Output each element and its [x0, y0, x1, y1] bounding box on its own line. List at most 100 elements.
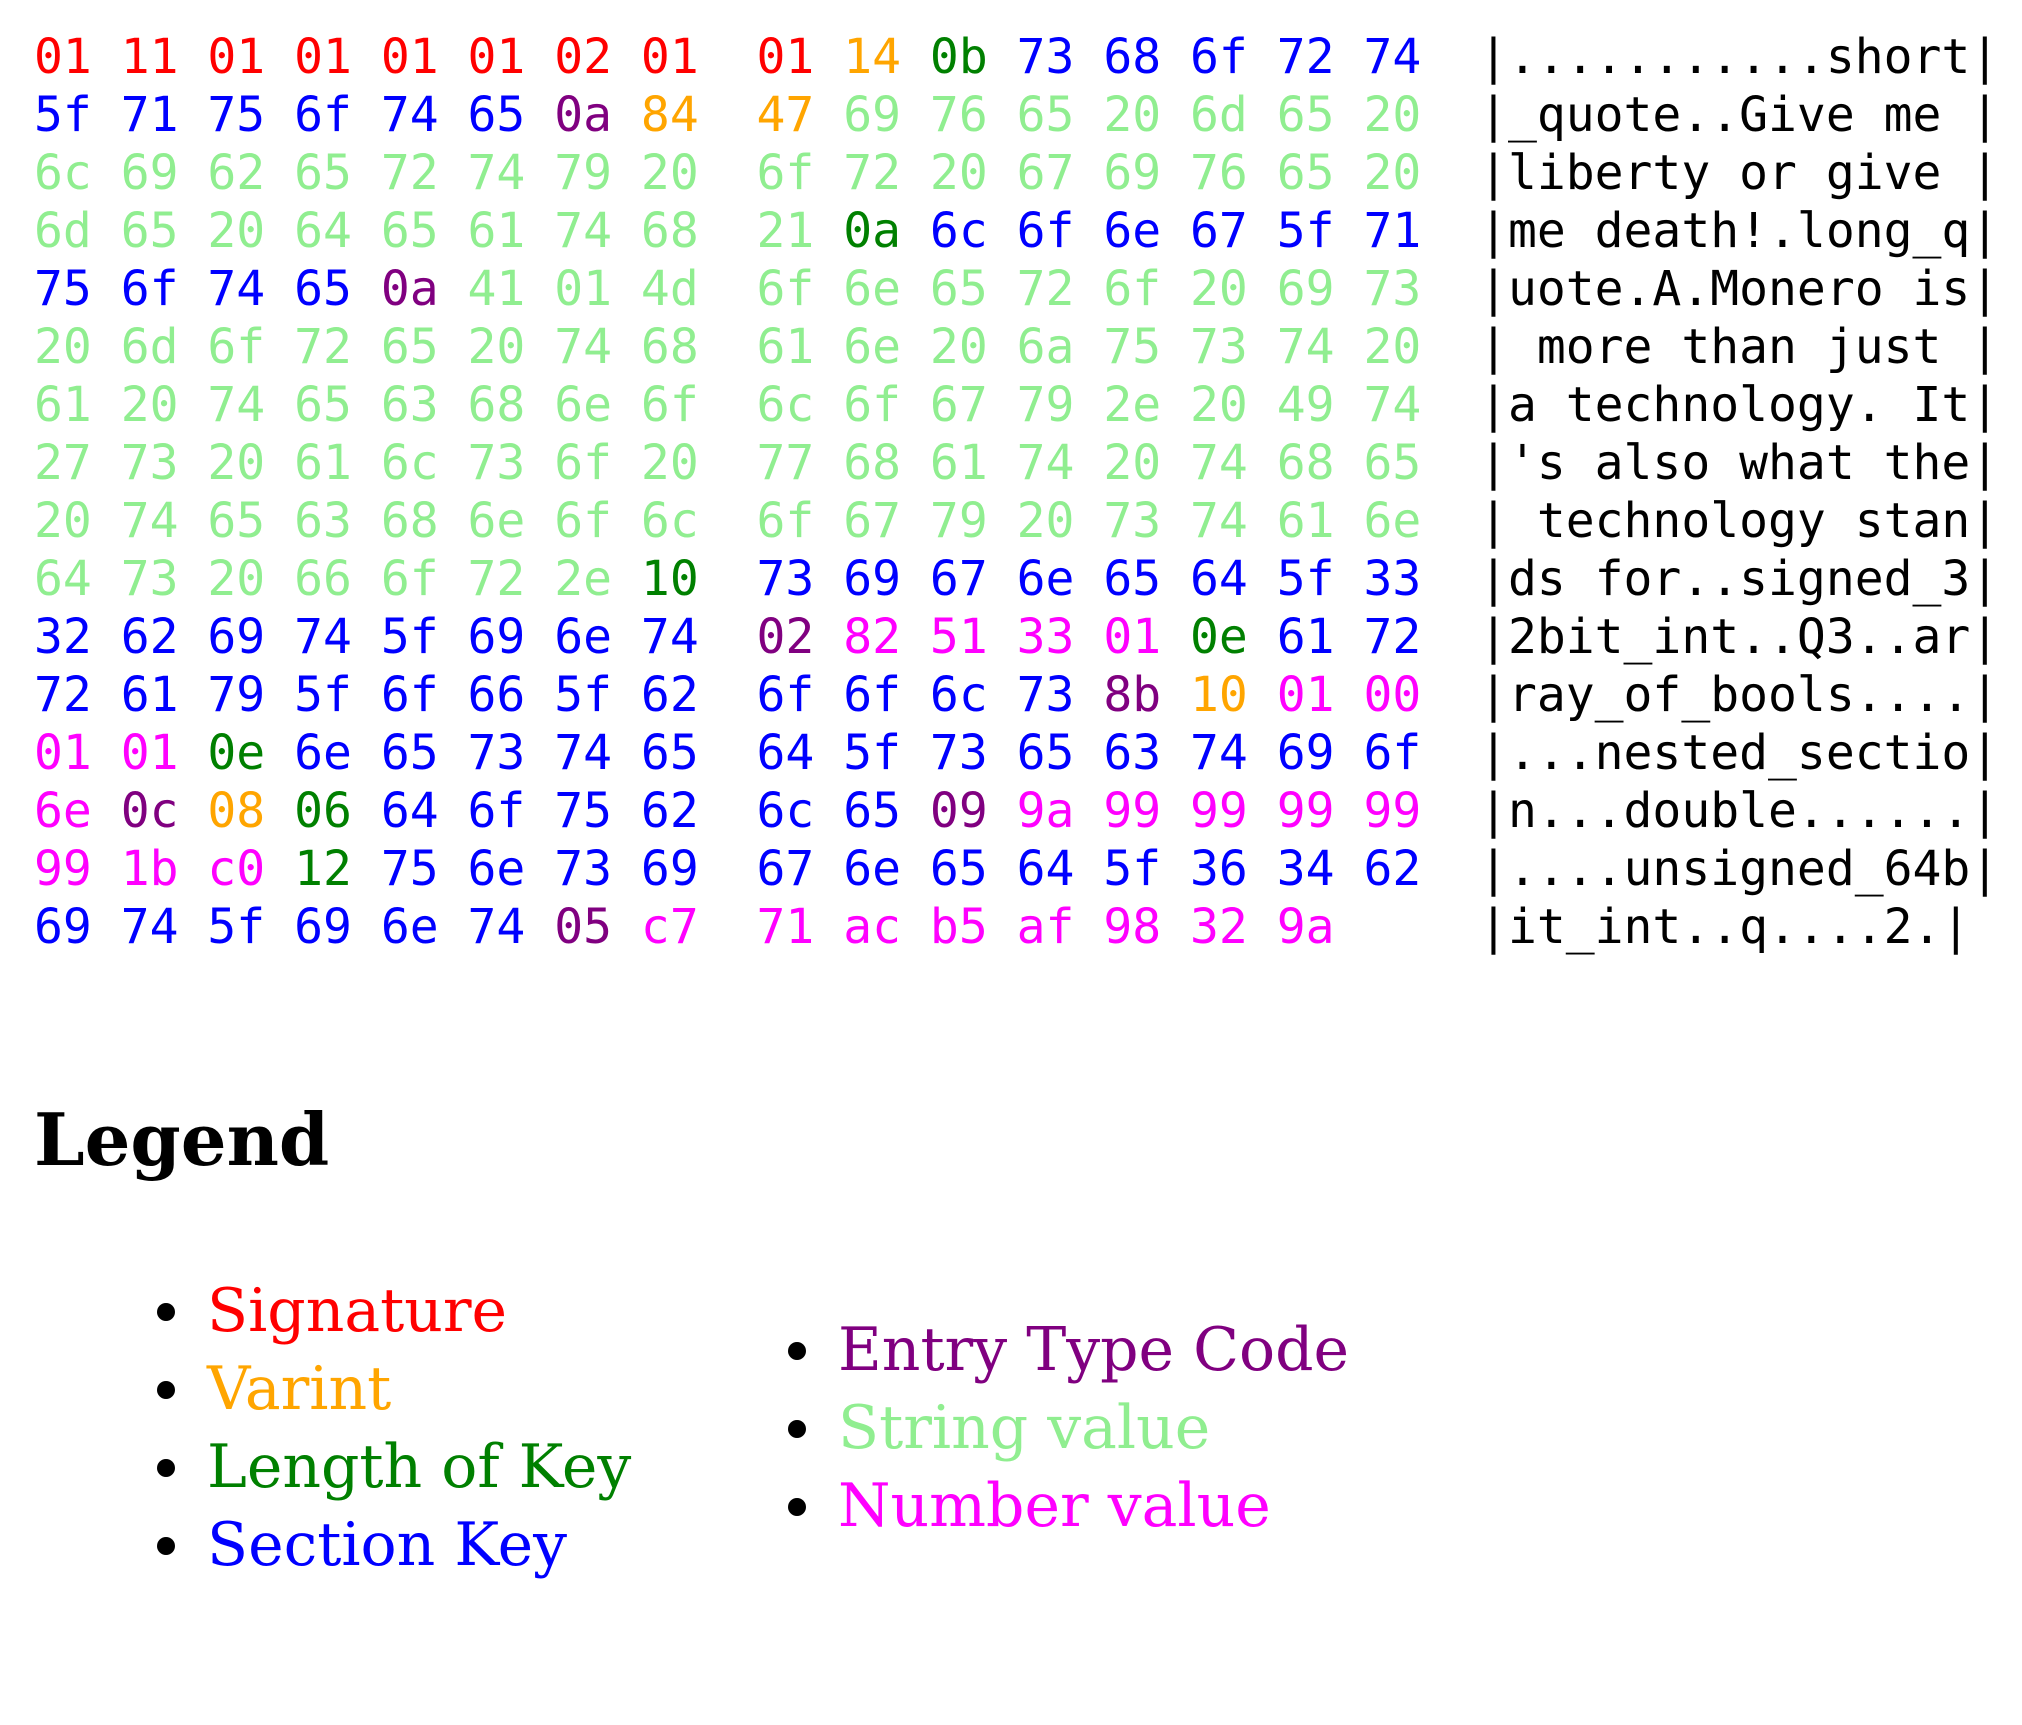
byte-string-value: 76 — [1190, 145, 1248, 201]
byte-section-key: 69 — [467, 609, 526, 665]
hex-row: 5f 71 75 6f 74 65 0a 84 47 69 76 65 20 6… — [34, 87, 2000, 143]
byte-number-value: ac — [843, 899, 902, 955]
byte-section-key: 74 — [380, 87, 439, 143]
byte-string-value: 2e — [554, 551, 613, 607]
byte-string-value: 20 — [1363, 319, 1422, 375]
ascii-text: more than just — [1507, 319, 1971, 375]
byte-section-key: 5f — [1276, 551, 1335, 607]
byte-section-key: 73 — [467, 725, 526, 781]
byte-section-key: 67 — [756, 841, 815, 897]
legend-list-right: Entry Type Code String value Number value — [787, 1311, 1349, 1545]
byte-number-value: 1b — [120, 841, 179, 897]
byte-string-value: 74 — [554, 203, 613, 259]
byte-string-value: 68 — [380, 493, 439, 549]
byte-string-value: 74 — [1276, 319, 1335, 375]
byte-string-value: 6f — [756, 145, 815, 201]
byte-key-length: 0e — [207, 725, 266, 781]
byte-number-value: 82 — [843, 609, 902, 665]
byte-string-value: 69 — [843, 87, 902, 143]
byte-section-key: 75 — [207, 87, 266, 143]
byte-section-key: 6f — [1016, 203, 1075, 259]
byte-string-value: 61 — [929, 435, 988, 491]
byte-number-value: 51 — [929, 609, 988, 665]
byte-string-value: 73 — [467, 435, 526, 491]
byte-string-value: 69 — [120, 145, 179, 201]
byte-entry-type-code: 8b — [1103, 667, 1162, 723]
hex-dump: 01 11 01 01 01 01 02 01 01 14 0b 73 68 6… — [34, 28, 1999, 956]
legend-item-varint: Varint — [156, 1350, 631, 1428]
byte-string-value: 6f — [756, 261, 815, 317]
byte-section-key: 5f — [207, 899, 266, 955]
byte-string-value: 73 — [1190, 319, 1248, 375]
byte-entry-type-code: 09 — [929, 783, 988, 839]
ascii-text: technology stan — [1507, 493, 1971, 549]
byte-section-key: 72 — [34, 667, 92, 723]
byte-string-value: 73 — [1363, 261, 1422, 317]
byte-section-key: 64 — [380, 783, 439, 839]
byte-string-value: 20 — [640, 435, 699, 491]
byte-section-key: 64 — [1016, 841, 1075, 897]
ascii-text: 2bit_int..Q3..ar — [1507, 609, 1971, 665]
byte-varint: 08 — [207, 783, 266, 839]
byte-section-key: 75 — [34, 261, 92, 317]
byte-string-value: 6e — [554, 377, 613, 433]
byte-string-value: 49 — [1276, 377, 1335, 433]
byte-string-value: 6e — [843, 261, 902, 317]
byte-section-key: 6f — [294, 87, 352, 143]
byte-string-value: 20 — [1103, 87, 1162, 143]
byte-number-value: 9a — [1016, 783, 1075, 839]
ascii-text: ray_of_bools.... — [1507, 667, 1971, 723]
byte-section-key: 6f — [380, 667, 439, 723]
byte-string-value: 67 — [843, 493, 902, 549]
byte-section-key: 74 — [554, 725, 613, 781]
byte-string-value: 4d — [640, 261, 699, 317]
hex-row: 6d 65 20 64 65 61 74 68 21 0a 6c 6f 6e 6… — [34, 203, 2000, 259]
byte-section-key: 32 — [34, 609, 92, 665]
byte-string-value: 20 — [640, 145, 699, 201]
byte-number-value: 99 — [34, 841, 92, 897]
legend-item-key-length: Length of Key — [156, 1428, 631, 1506]
byte-section-key: 6f — [843, 667, 902, 723]
ascii-text: n...double...... — [1507, 783, 1971, 839]
ascii-text: ...nested_sectio — [1507, 725, 1971, 781]
byte-string-value: 20 — [929, 145, 988, 201]
byte-string-value: 65 — [1276, 87, 1335, 143]
legend-list-left: Signature Varint Length of Key Section Key — [156, 1272, 631, 1584]
byte-section-key: 72 — [1276, 29, 1335, 85]
byte-entry-type-code: 0c — [120, 783, 179, 839]
byte-section-key: 6f — [1363, 725, 1422, 781]
legend-title: Legend — [34, 1097, 330, 1182]
byte-section-key: 67 — [1190, 203, 1248, 259]
byte-section-key: 74 — [207, 261, 266, 317]
byte-section-key: 74 — [1190, 725, 1248, 781]
byte-section-key: 75 — [554, 783, 613, 839]
byte-string-value: 20 — [120, 377, 179, 433]
byte-section-key: 6c — [756, 783, 815, 839]
byte-section-key: 6f — [756, 667, 815, 723]
byte-section-key: 5f — [843, 725, 902, 781]
byte-entry-type-code: 02 — [756, 609, 815, 665]
byte-section-key: 71 — [1363, 203, 1422, 259]
byte-string-value: 20 — [1190, 261, 1248, 317]
byte-section-key: 69 — [1276, 725, 1335, 781]
byte-string-value: 72 — [380, 145, 439, 201]
byte-entry-type-code: 0a — [380, 261, 439, 317]
byte-string-value: 20 — [1016, 493, 1075, 549]
byte-string-value: 68 — [640, 319, 699, 375]
byte-section-key: 6c — [929, 203, 988, 259]
byte-number-value: 99 — [1103, 783, 1162, 839]
byte-signature: 01 — [640, 29, 699, 85]
byte-string-value: 65 — [207, 493, 266, 549]
byte-string-value: 69 — [1276, 261, 1335, 317]
byte-section-key: 65 — [467, 87, 526, 143]
byte-number-value: 33 — [1016, 609, 1075, 665]
byte-number-value: 01 — [120, 725, 179, 781]
byte-string-value: 6d — [120, 319, 179, 375]
hex-row: 20 6d 6f 72 65 20 74 68 61 6e 20 6a 75 7… — [34, 319, 2000, 375]
hex-row: 32 62 69 74 5f 69 6e 74 02 82 51 33 01 0… — [34, 609, 2000, 665]
byte-section-key: 69 — [294, 899, 352, 955]
byte-string-value: 01 — [554, 261, 613, 317]
byte-number-value: b5 — [929, 899, 988, 955]
legend-item-number-value: Number value — [787, 1467, 1349, 1545]
byte-section-key: 5f — [294, 667, 352, 723]
